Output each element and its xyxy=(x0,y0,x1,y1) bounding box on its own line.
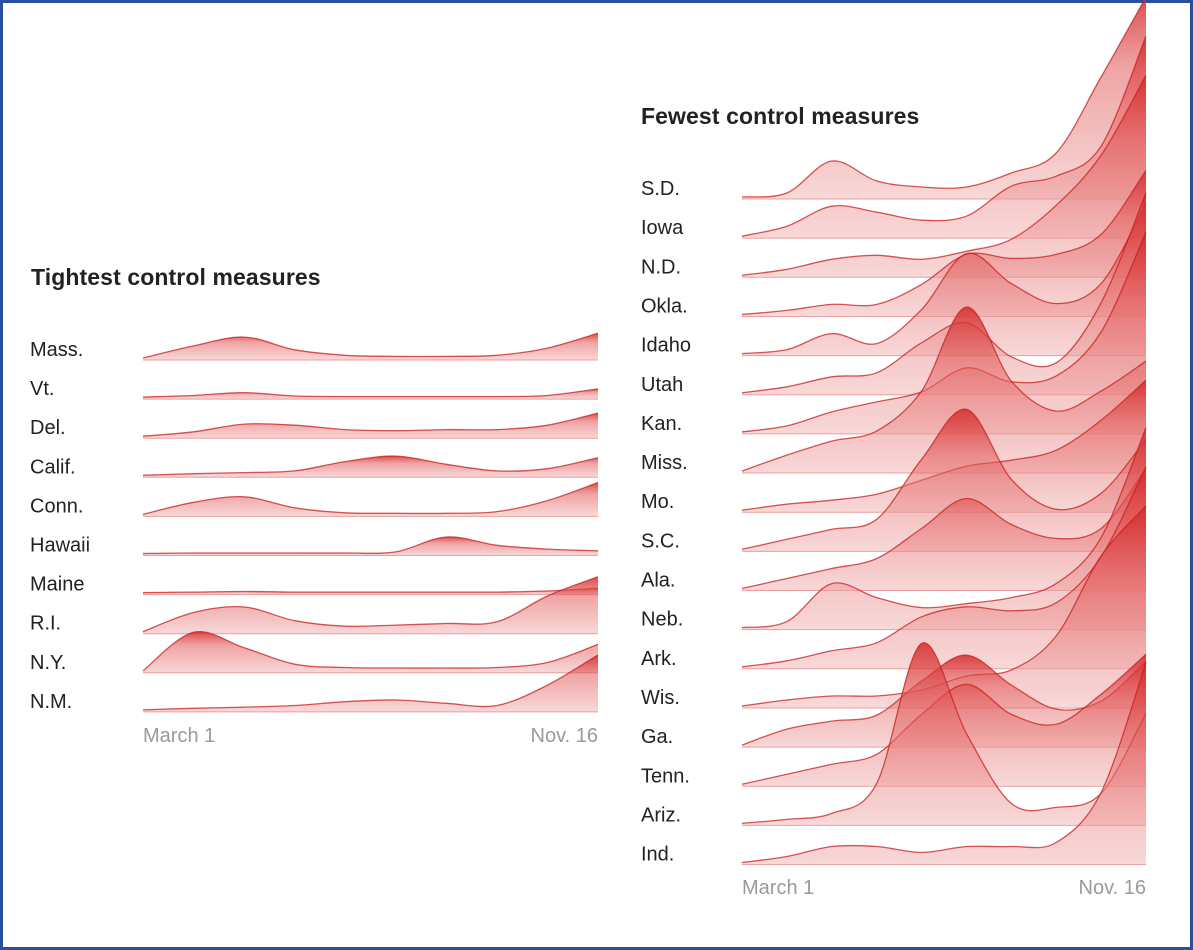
left-x-start-label: March 1 xyxy=(143,725,215,747)
right-series-line-3 xyxy=(741,170,1147,316)
left-area-0 xyxy=(143,333,598,360)
left-area-8 xyxy=(143,631,598,673)
right-state-label-11: Neb. xyxy=(641,609,683,631)
right-panel-title: Fewest control measures xyxy=(641,103,920,129)
right-state-label-10: Ala. xyxy=(641,570,675,592)
left-x-end-label: Nov. 16 xyxy=(531,725,598,747)
right-ridgeline-chart: S.D. Iowa N.D. Okla. Idaho Utah Kan. Miss. Mo. S.… xyxy=(641,0,1147,899)
left-area-3 xyxy=(143,456,598,478)
right-state-label-5: Utah xyxy=(641,374,683,396)
right-area-1 xyxy=(742,36,1146,239)
right-state-label-8: Mo. xyxy=(641,491,674,513)
right-series-line-10 xyxy=(741,468,1147,590)
right-series-line-7 xyxy=(741,306,1147,472)
left-state-label-1: Vt. xyxy=(30,378,54,400)
right-series-line-1 xyxy=(741,35,1147,237)
right-area-12 xyxy=(742,466,1146,669)
right-state-label-1: Iowa xyxy=(641,217,684,239)
right-state-label-2: N.D. xyxy=(641,256,681,278)
right-area-2 xyxy=(742,75,1146,278)
left-ridgeline-chart: Mass. Vt. Del. Calif. Conn. Hawaii Maine R.I. N.… xyxy=(30,332,599,747)
left-state-label-4: Conn. xyxy=(30,495,83,517)
left-series-line-8 xyxy=(142,630,599,672)
right-area-17 xyxy=(742,662,1146,865)
left-series-line-2 xyxy=(142,412,599,437)
left-state-label-7: R.I. xyxy=(30,613,61,635)
right-series-line-14 xyxy=(741,654,1147,746)
right-area-6 xyxy=(742,231,1146,434)
left-state-label-2: Del. xyxy=(30,417,66,439)
left-series-line-1 xyxy=(142,388,599,398)
right-state-label-3: Okla. xyxy=(641,295,688,317)
left-series-line-3 xyxy=(142,455,599,476)
right-series-line-4 xyxy=(741,203,1147,355)
left-area-1 xyxy=(143,388,598,400)
right-area-3 xyxy=(742,170,1146,317)
right-area-4 xyxy=(742,203,1146,356)
right-area-13 xyxy=(742,506,1146,708)
left-state-label-3: Calif. xyxy=(30,456,76,478)
right-area-9 xyxy=(742,409,1146,552)
right-state-label-9: S.C. xyxy=(641,530,680,552)
right-state-label-6: Kan. xyxy=(641,413,682,435)
right-state-label-7: Miss. xyxy=(641,452,688,474)
right-area-8 xyxy=(742,380,1146,513)
left-area-7 xyxy=(143,576,598,634)
right-state-label-4: Idaho xyxy=(641,335,691,357)
right-state-label-16: Ariz. xyxy=(641,804,681,826)
left-area-4 xyxy=(143,482,598,517)
right-series-line-11 xyxy=(741,427,1147,629)
right-state-label-15: Tenn. xyxy=(641,765,690,787)
left-series-line-6 xyxy=(142,587,599,594)
right-series-line-0 xyxy=(741,0,1146,198)
right-state-label-0: S.D. xyxy=(641,178,680,200)
right-state-label-14: Ga. xyxy=(641,726,673,748)
left-series-line-0 xyxy=(142,332,599,359)
right-area-10 xyxy=(742,468,1146,591)
left-state-label-9: N.M. xyxy=(30,691,72,713)
left-series-line-9 xyxy=(142,654,599,711)
right-x-end-label: Nov. 16 xyxy=(1079,877,1146,899)
left-state-label-5: Hawaii xyxy=(30,535,90,557)
right-series-line-2 xyxy=(741,74,1147,276)
left-panel-title: Tightest control measures xyxy=(31,264,321,290)
left-state-label-6: Maine xyxy=(30,574,84,596)
right-series-line-9 xyxy=(741,408,1147,550)
left-area-2 xyxy=(143,413,598,439)
left-area-5 xyxy=(143,536,598,556)
left-series-line-7 xyxy=(142,576,599,633)
right-area-16 xyxy=(742,642,1146,826)
right-area-7 xyxy=(742,307,1146,474)
right-state-label-13: Wis. xyxy=(641,687,680,709)
left-series-line-4 xyxy=(142,481,599,516)
left-state-label-0: Mass. xyxy=(30,339,83,361)
left-series-line-5 xyxy=(142,536,599,555)
right-series-line-17 xyxy=(741,662,1147,864)
left-area-6 xyxy=(143,588,598,595)
right-state-label-17: Ind. xyxy=(641,844,674,866)
right-x-start-label: March 1 xyxy=(742,877,814,899)
right-state-label-12: Ark. xyxy=(641,648,677,670)
right-series-line-16 xyxy=(741,642,1147,825)
left-state-label-8: N.Y. xyxy=(30,652,66,674)
